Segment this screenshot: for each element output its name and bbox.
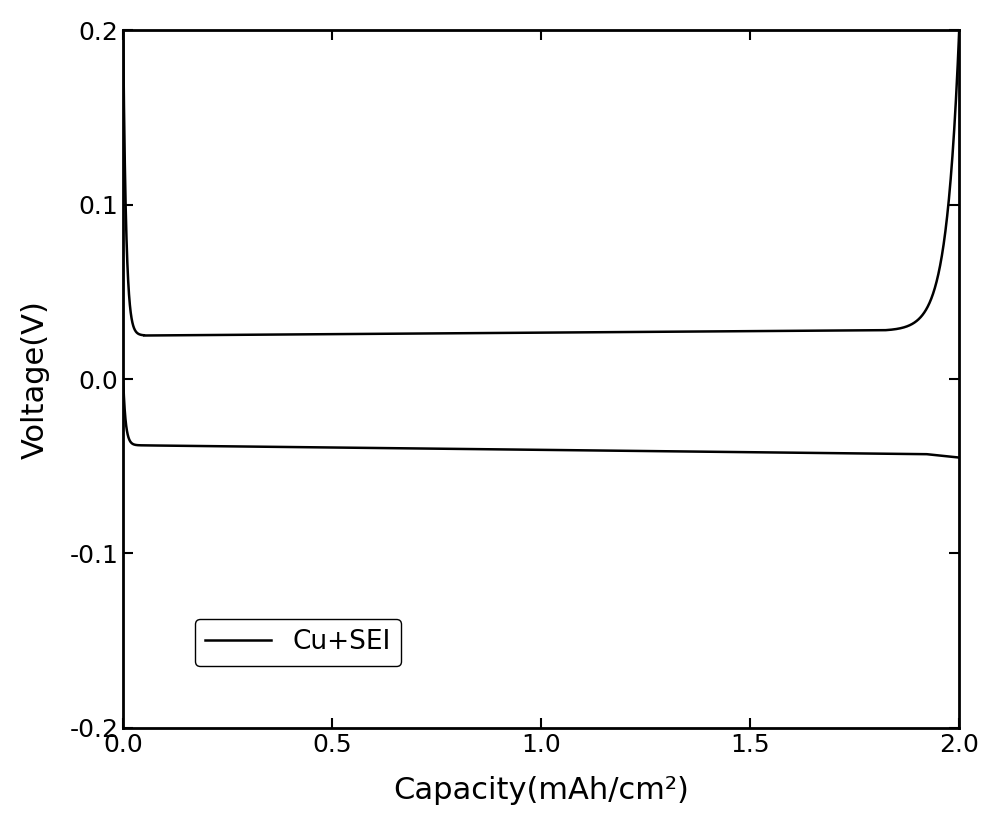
Cu+SEI <box>127 321 139 331</box>
Cu+SEI <box>481 328 493 338</box>
Cu+SEI <box>953 26 965 36</box>
Cu+SEI <box>923 300 935 310</box>
Line: Cu+SEI: Cu+SEI <box>123 31 959 335</box>
Y-axis label: Voltage(V): Voltage(V) <box>21 300 50 458</box>
Cu+SEI <box>203 330 215 340</box>
Legend: Cu+SEI: Cu+SEI <box>195 619 401 666</box>
Cu+SEI <box>117 26 129 36</box>
Cu+SEI <box>138 330 150 340</box>
Cu+SEI <box>898 322 910 332</box>
Cu+SEI <box>888 325 900 335</box>
X-axis label: Capacity(mAh/cm²): Capacity(mAh/cm²) <box>393 776 689 805</box>
